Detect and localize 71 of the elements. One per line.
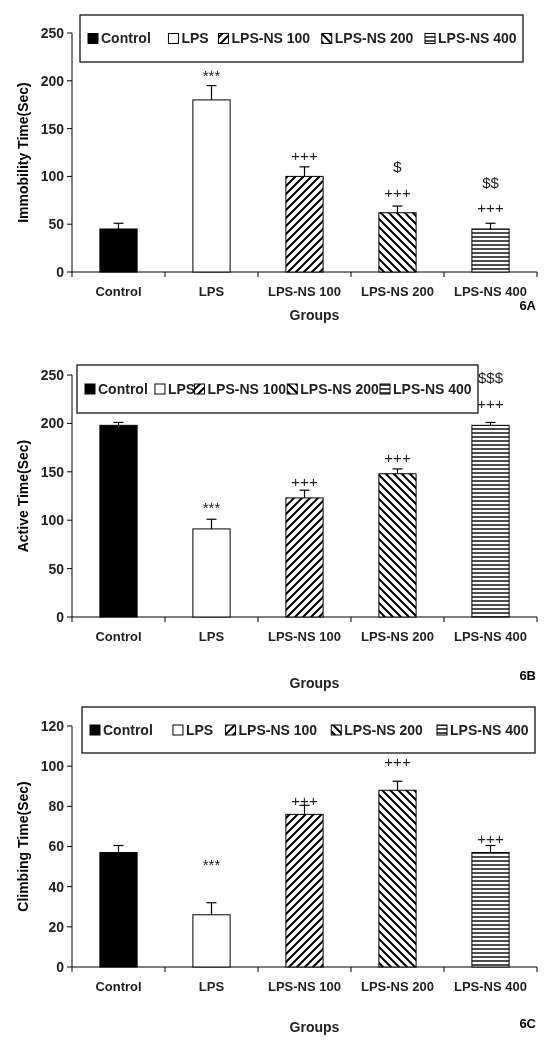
legend-label: Control (103, 721, 153, 738)
annotation: +++ (384, 449, 411, 467)
y-tick-label: 100 (40, 758, 65, 775)
legend-label: LPS-NS 200 (334, 30, 414, 47)
y-tick-label: 150 (40, 463, 65, 480)
annotation: +++ (291, 472, 318, 490)
y-tick-label: 150 (40, 120, 65, 137)
y-tick-label: 50 (48, 560, 65, 577)
x-tick-label: LPS-NS 200 (361, 284, 434, 299)
annotation: +++ (384, 753, 411, 771)
annotation: +++ (384, 183, 411, 201)
annotation: +++ (291, 791, 318, 809)
y-tick-label: 200 (40, 72, 65, 89)
annotation: *** (202, 498, 221, 516)
legend-label: LPS-NS 100 (231, 30, 311, 47)
x-tick-label: LPS (198, 284, 225, 299)
y-tick-label: 120 (40, 717, 65, 734)
x-tick-label: LPS-NS 400 (454, 979, 527, 994)
y-tick-label: 100 (40, 168, 65, 185)
x-axis-title: Groups (289, 307, 340, 323)
x-tick-label: LPS-NS 400 (454, 629, 527, 644)
y-tick-label: 50 (48, 216, 65, 233)
text: 6A (519, 298, 537, 313)
x-tick-label: LPS (198, 629, 225, 644)
x-tick-label: LPS (198, 979, 225, 994)
legend-label: LPS-NS 400 (438, 30, 517, 47)
x-tick-label: LPS-NS 100 (268, 284, 341, 299)
y-tick-label: 80 (48, 798, 65, 815)
text: 6C (519, 1016, 537, 1031)
legend-label: LPS-NS 400 (393, 380, 472, 397)
x-tick-label: LPS-NS 400 (454, 284, 527, 299)
y-tick-label: 20 (48, 918, 65, 935)
legend-label: LPS (181, 30, 209, 47)
annotation: $$ (482, 174, 500, 192)
legend-label: Control (98, 380, 148, 397)
x-tick-label: Control (95, 979, 142, 994)
y-axis-title: Climbing Time(Sec) (15, 781, 31, 912)
legend-label: LPS-NS 100 (207, 380, 287, 397)
legend-label: LPS-NS 400 (450, 721, 529, 738)
y-tick-label: 0 (56, 263, 65, 280)
annotation: $ (393, 158, 403, 176)
y-tick-label: 60 (48, 838, 65, 855)
x-axis-title: Groups (289, 675, 340, 691)
y-tick-label: 200 (40, 415, 65, 432)
annotation: +++ (477, 829, 504, 847)
annotation: +++ (291, 146, 318, 164)
legend-label: LPS-NS 200 (344, 721, 424, 738)
y-tick-label: 0 (56, 958, 65, 975)
annotation: +++ (477, 199, 504, 217)
y-tick-label: 100 (40, 512, 65, 529)
x-tick-label: LPS-NS 200 (361, 979, 434, 994)
y-tick-label: 40 (48, 878, 65, 895)
x-tick-label: LPS-NS 100 (268, 979, 341, 994)
x-tick-label: Control (95, 629, 142, 644)
x-tick-label: Control (95, 284, 142, 299)
x-tick-label: LPS-NS 100 (268, 629, 341, 644)
y-axis-title: Immobility Time(Sec) (15, 82, 31, 223)
y-tick-label: 250 (40, 366, 65, 383)
y-tick-label: 0 (56, 608, 65, 625)
annotation: *** (202, 855, 221, 873)
text: 6B (519, 668, 536, 683)
y-tick-label: 250 (40, 24, 65, 41)
legend-label: LPS (167, 380, 196, 397)
y-axis-title: Active Time(Sec) (15, 439, 31, 553)
legend-label: LPS-NS 200 (300, 380, 380, 397)
legend-label: Control (101, 30, 151, 47)
x-tick-label: LPS-NS 200 (361, 629, 434, 644)
x-axis-title: Groups (289, 1019, 340, 1035)
legend-label: LPS (185, 721, 214, 738)
legend-label: LPS-NS 100 (238, 721, 318, 738)
annotation: *** (202, 67, 221, 85)
